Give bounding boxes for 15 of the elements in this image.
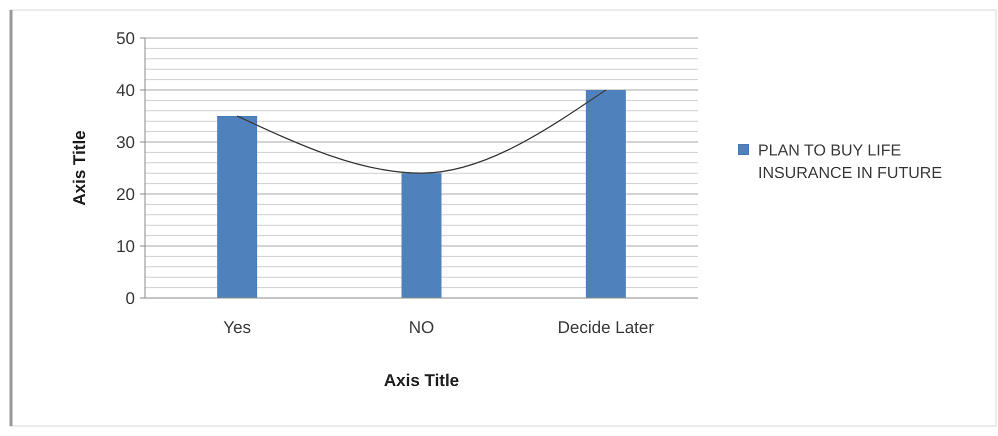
x-tick-label: Decide Later: [558, 318, 654, 337]
bar: [217, 116, 258, 298]
y-axis-title: Axis Title: [70, 130, 89, 206]
y-tick-label: 40: [116, 80, 135, 100]
y-tick-label: 30: [116, 132, 135, 152]
x-tick-label: Yes: [223, 318, 252, 337]
bar: [402, 173, 442, 298]
y-tick-label: 20: [116, 184, 135, 204]
y-tick-label: 0: [126, 288, 135, 308]
y-tick-label: 50: [116, 28, 135, 48]
y-tick-label: 10: [116, 236, 135, 256]
x-axis-title: Axis Title: [384, 371, 460, 390]
x-tick-label: NO: [408, 318, 434, 337]
bar: [586, 90, 626, 298]
legend-label: PLAN TO BUY LIFE INSURANCE IN FUTURE: [758, 142, 942, 182]
